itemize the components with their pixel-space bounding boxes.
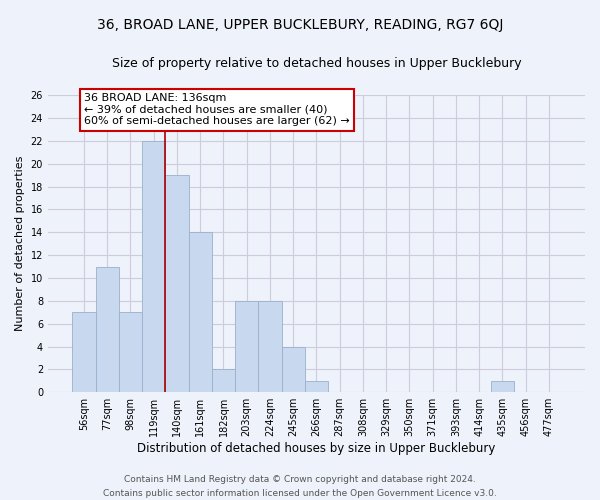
Text: Contains HM Land Registry data © Crown copyright and database right 2024.
Contai: Contains HM Land Registry data © Crown c… [103, 476, 497, 498]
Text: 36 BROAD LANE: 136sqm
← 39% of detached houses are smaller (40)
60% of semi-deta: 36 BROAD LANE: 136sqm ← 39% of detached … [84, 93, 350, 126]
Bar [281, 346, 305, 392]
Bar [212, 370, 235, 392]
Bar [491, 381, 514, 392]
Y-axis label: Number of detached properties: Number of detached properties [15, 156, 25, 332]
Bar [142, 141, 166, 392]
X-axis label: Distribution of detached houses by size in Upper Bucklebury: Distribution of detached houses by size … [137, 442, 496, 455]
Bar [235, 301, 259, 392]
Title: Size of property relative to detached houses in Upper Bucklebury: Size of property relative to detached ho… [112, 58, 521, 70]
Bar [259, 301, 281, 392]
Bar [95, 266, 119, 392]
Text: 36, BROAD LANE, UPPER BUCKLEBURY, READING, RG7 6QJ: 36, BROAD LANE, UPPER BUCKLEBURY, READIN… [97, 18, 503, 32]
Bar [188, 232, 212, 392]
Bar [73, 312, 95, 392]
Bar [305, 381, 328, 392]
Bar [166, 175, 188, 392]
Bar [119, 312, 142, 392]
